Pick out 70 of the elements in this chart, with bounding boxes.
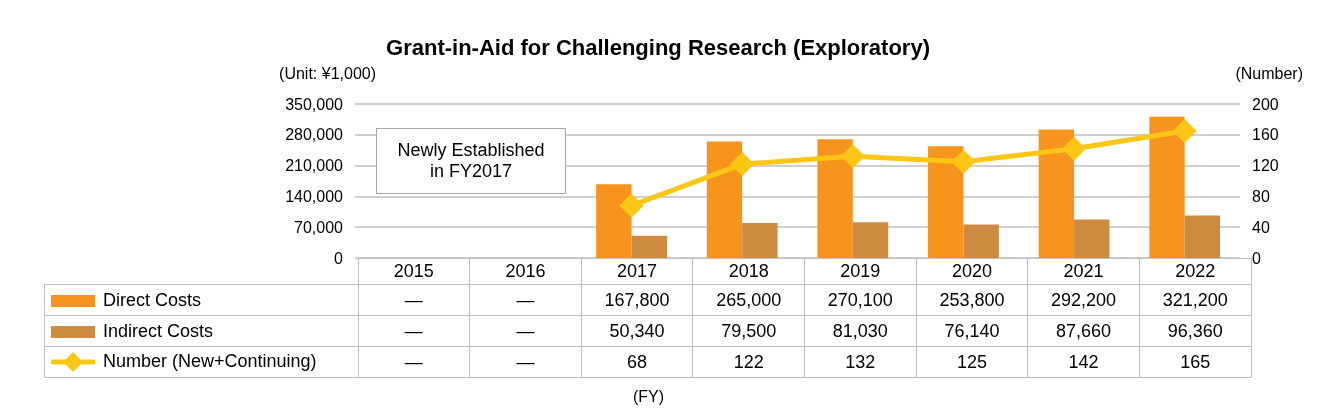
annotation: Newly Established in FY2017: [376, 128, 566, 194]
bar: [742, 223, 778, 258]
data-label: 321,200: [1139, 284, 1251, 316]
data-label: 79,500: [692, 315, 805, 347]
x-tick-label: 2017: [581, 258, 693, 285]
text: —: [404, 351, 423, 372]
y2-tick-label: 0: [1252, 249, 1261, 267]
x-tick-label: 2019: [804, 258, 917, 285]
data-label: 96,360: [1139, 315, 1251, 347]
text: —: [516, 351, 535, 372]
data-label: 68: [581, 346, 693, 378]
data-label: 81,030: [804, 315, 917, 347]
x-tick-label: 2018: [692, 258, 805, 285]
point: [951, 149, 976, 174]
y-tick-label: 280,000: [285, 126, 344, 144]
y-tick-label: 0: [334, 249, 344, 267]
data-label: 253,800: [916, 284, 1028, 316]
bar: [817, 139, 853, 258]
chart-title: Grant-in-Aid for Challenging Research (Exploratory): [386, 34, 930, 60]
bar: [1149, 116, 1185, 258]
bar: [1074, 219, 1110, 258]
legend-label: Number (New+Continuing): [103, 350, 317, 371]
legend-label: Indirect Costs: [103, 320, 214, 341]
data-label: 165: [1139, 346, 1251, 378]
bar: [852, 222, 889, 258]
x-tick-label: 2020: [916, 258, 1028, 285]
text: —: [404, 320, 423, 341]
point: [1062, 136, 1087, 161]
point: [619, 193, 644, 218]
y-tick-label: 350,000: [285, 95, 344, 113]
bar: [1184, 215, 1221, 258]
data-label: 292,200: [1027, 284, 1140, 316]
data-label: 270,100: [804, 284, 917, 316]
data-label: 87,660: [1027, 315, 1140, 347]
bar: [963, 224, 999, 258]
y2-tick-label: 40: [1252, 218, 1270, 236]
data-label: 265,000: [692, 284, 805, 316]
data-label: 50,340: [581, 315, 693, 347]
y2-tick-label: 160: [1252, 126, 1279, 144]
data-label: 125: [916, 346, 1028, 378]
point: [840, 144, 865, 169]
bar: [631, 235, 667, 258]
bar: [596, 184, 632, 258]
data-label: 167,800: [581, 284, 693, 316]
bar: [706, 141, 743, 258]
text: (FY): [633, 387, 665, 405]
y2-tick-label: 200: [1252, 95, 1279, 113]
point: [730, 152, 755, 177]
x-tick-label: 2021: [1027, 258, 1140, 285]
legend-label: Direct Costs: [103, 289, 202, 310]
bar: [928, 146, 964, 258]
data-label: 132: [804, 346, 917, 378]
y-tick-label: 140,000: [285, 187, 344, 205]
text: —: [516, 289, 535, 310]
x-tick-label: 2022: [1139, 258, 1251, 285]
data-label: 142: [1027, 346, 1140, 378]
text: —: [516, 320, 535, 341]
y2-tick-label: 120: [1252, 157, 1279, 175]
y-axis-title: (Unit: ¥1,000): [279, 64, 376, 82]
data-label: 76,140: [916, 315, 1028, 347]
y-tick-label: 210,000: [285, 157, 344, 175]
y2-axis-title: (Number): [1235, 64, 1303, 82]
y-tick-label: 70,000: [294, 218, 344, 236]
data-label: 122: [692, 346, 805, 378]
point: [1172, 118, 1197, 143]
text: —: [404, 289, 423, 310]
y2-tick-label: 80: [1252, 187, 1270, 205]
bar: [1038, 129, 1075, 258]
x-tick-label: 2016: [469, 258, 582, 285]
x-tick-label: 2015: [358, 258, 470, 285]
